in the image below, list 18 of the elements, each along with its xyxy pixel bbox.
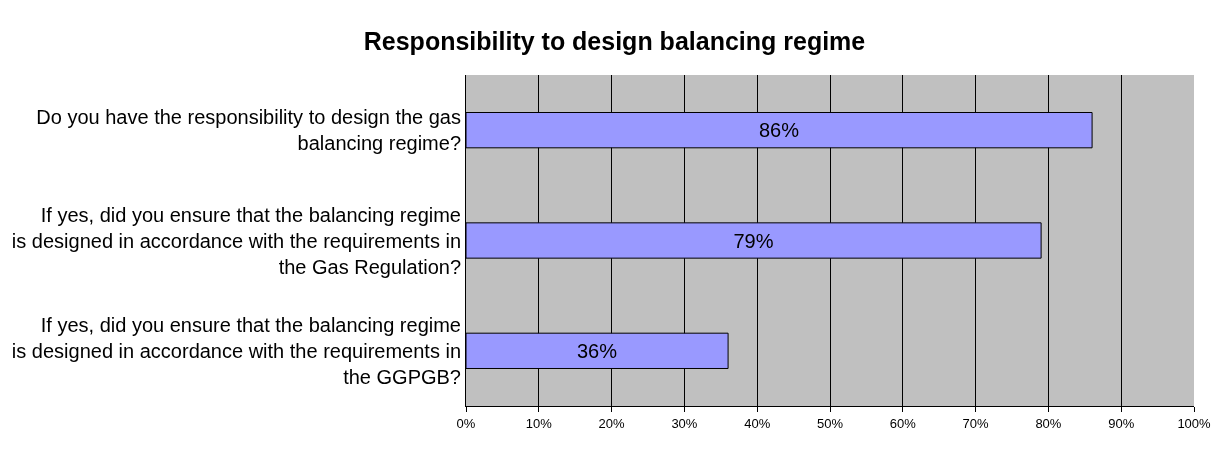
x-tick-label: 100% <box>1177 415 1212 431</box>
x-tick-label: 80% <box>1035 415 1062 431</box>
x-tick-label: 0% <box>456 415 476 431</box>
x-tick-label: 40% <box>744 415 771 431</box>
x-tick-label: 20% <box>598 415 626 431</box>
x-tick-label: 60% <box>889 415 917 431</box>
data-label: 79% <box>733 229 774 252</box>
y-tick-label: If yes, did you ensure that the balancing regime is designed in accordance with the requirements in the GGPGB? <box>11 313 461 388</box>
x-tick-label: 50% <box>816 415 844 431</box>
chart-title: Responsibility to design balancing regime <box>363 27 866 56</box>
x-tick-label: 90% <box>1108 415 1135 431</box>
y-tick-label: Do you have the responsibility to design the gas balancing regime? <box>36 106 461 155</box>
x-tick-label: 30% <box>671 415 698 431</box>
y-tick-label: If yes, did you ensure that the balancing regime is designed in accordance with the requirements in the Gas Regulation? <box>11 203 461 278</box>
data-label: 86% <box>758 119 800 142</box>
data-label: 36% <box>576 339 618 362</box>
x-tick-label: 10% <box>525 415 553 431</box>
x-tick-label: 70% <box>962 415 990 431</box>
